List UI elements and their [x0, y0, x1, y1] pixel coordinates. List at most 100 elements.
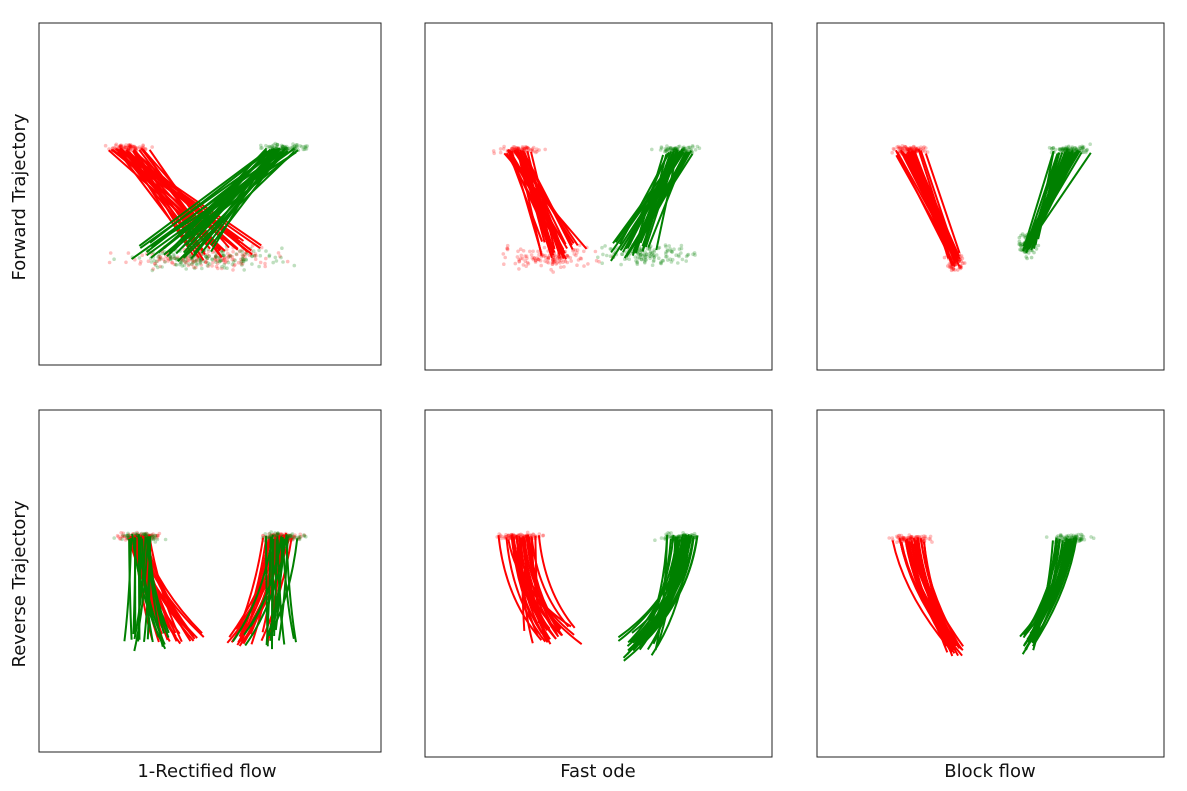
source-point-green: [689, 147, 693, 152]
target-point-green: [250, 254, 254, 259]
target-point-red: [562, 265, 566, 269]
source-point-red: [287, 533, 291, 538]
target-point-red: [555, 257, 559, 261]
source-point-green: [290, 532, 295, 536]
target-point-green: [1034, 247, 1039, 251]
target-point-red: [237, 249, 242, 254]
target-point-green: [242, 258, 246, 262]
source-point-red: [292, 534, 297, 539]
target-point-red: [551, 260, 556, 264]
source-point-green: [133, 531, 137, 536]
source-point-green: [150, 534, 155, 539]
source-point-green: [1066, 533, 1071, 538]
target-point-red: [545, 260, 549, 264]
source-point-green: [1059, 147, 1064, 151]
target-point-red: [210, 264, 214, 268]
source-point-red: [141, 143, 145, 147]
target-point-red: [505, 247, 510, 252]
target-point-green: [1032, 250, 1036, 255]
trajectory-red: [513, 150, 575, 244]
target-point-red: [550, 260, 555, 264]
target-point-green: [178, 260, 183, 264]
source-point-red: [922, 145, 926, 149]
source-point-green: [153, 534, 158, 538]
target-point-red: [194, 257, 199, 262]
target-point-red: [264, 256, 268, 261]
target-point-green: [664, 252, 668, 256]
target-point-green: [194, 258, 199, 263]
source-point-green: [288, 534, 293, 538]
source-point-green: [287, 533, 291, 538]
trajectory-green: [1028, 538, 1071, 639]
source-point-green: [1074, 533, 1079, 538]
source-point-green: [1051, 146, 1056, 150]
target-point-green: [179, 261, 183, 265]
target-point-green: [679, 251, 683, 255]
source-point-green: [662, 149, 667, 154]
source-point-green: [665, 147, 670, 152]
source-point-red: [130, 144, 134, 148]
target-point-green: [214, 260, 218, 264]
target-point-green: [645, 247, 650, 251]
source-point-green: [658, 148, 663, 152]
target-point-green: [647, 246, 652, 251]
source-point-green: [664, 148, 668, 153]
source-point-green: [1078, 536, 1083, 541]
target-point-red: [537, 258, 541, 262]
source-point-red: [529, 148, 533, 152]
source-point-red: [895, 535, 900, 540]
source-point-red: [498, 147, 503, 151]
target-point-green: [158, 257, 163, 261]
target-point-red: [554, 262, 558, 266]
source-point-red: [895, 145, 899, 149]
target-point-green: [257, 264, 261, 269]
source-point-red: [901, 536, 905, 540]
source-point-red: [537, 532, 542, 536]
target-point-red: [231, 250, 235, 254]
target-point-green: [677, 247, 682, 251]
source-point-red: [510, 146, 514, 151]
source-point-green: [260, 146, 264, 150]
target-point-red: [526, 262, 531, 266]
source-point-red: [517, 147, 521, 151]
trajectory-red: [119, 147, 262, 247]
source-point-green: [266, 145, 270, 149]
target-point-red: [551, 270, 555, 274]
target-point-green: [1018, 247, 1022, 252]
target-point-red: [563, 259, 568, 264]
source-point-green: [1067, 148, 1072, 153]
source-point-green: [1070, 145, 1075, 149]
target-point-green: [608, 247, 613, 251]
target-point-green: [660, 258, 665, 263]
target-point-green: [638, 252, 643, 257]
target-point-red: [204, 260, 208, 265]
target-point-red: [230, 257, 235, 262]
source-point-green: [1080, 146, 1084, 150]
target-point-red: [572, 252, 577, 256]
source-point-green: [294, 144, 299, 148]
source-point-green: [688, 145, 692, 150]
source-point-red: [114, 142, 119, 147]
target-point-red: [524, 264, 528, 269]
source-point-red: [517, 147, 521, 151]
source-point-green: [276, 531, 280, 536]
trajectory-green: [273, 538, 278, 637]
source-point-red: [153, 533, 158, 538]
target-point-green: [204, 255, 208, 259]
source-point-green: [284, 144, 289, 149]
source-point-green: [1076, 532, 1081, 537]
source-point-red: [531, 532, 536, 537]
target-point-green: [664, 250, 668, 254]
target-point-red: [550, 262, 555, 267]
target-point-red: [533, 259, 538, 263]
target-point-red: [546, 256, 551, 261]
target-point-green: [204, 254, 208, 259]
target-point-red: [228, 253, 232, 258]
source-point-red: [901, 535, 905, 540]
target-point-green: [154, 259, 159, 264]
source-point-green: [297, 536, 302, 540]
source-point-red: [902, 536, 906, 540]
target-point-red: [565, 253, 569, 258]
source-point-red: [273, 532, 278, 536]
target-point-red: [565, 254, 570, 258]
